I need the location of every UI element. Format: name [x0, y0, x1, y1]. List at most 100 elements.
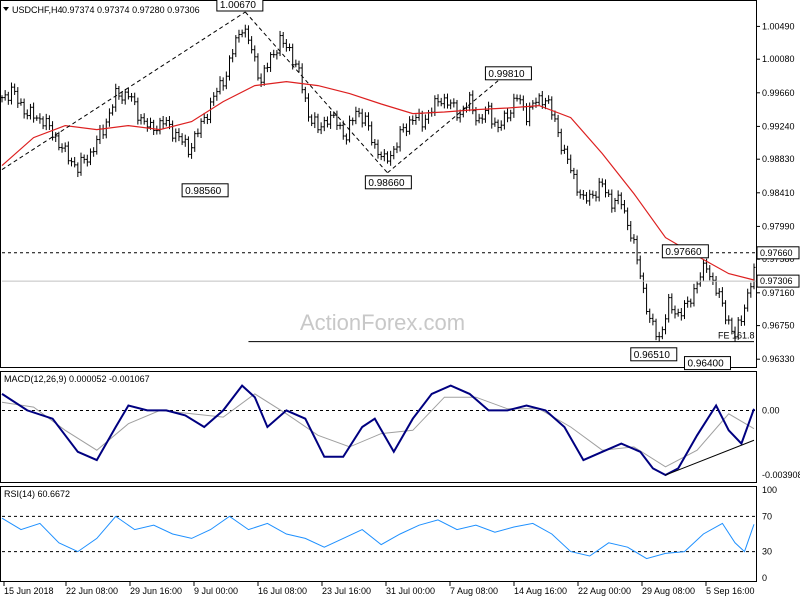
- price-bar: [711, 272, 715, 285]
- price-bar: [442, 93, 446, 109]
- price-bar: [543, 97, 547, 110]
- price-bar: [329, 111, 333, 129]
- price-bar: [313, 112, 317, 129]
- price-bar: [130, 92, 134, 102]
- price-bar: [566, 145, 570, 164]
- price-bar: [676, 308, 680, 317]
- price-bar: [727, 315, 731, 325]
- price-bar: [499, 120, 503, 131]
- price-bar: [95, 135, 99, 155]
- price-bar: [348, 115, 352, 143]
- price-bar: [243, 24, 247, 38]
- price-bar: [559, 128, 563, 155]
- price-bar: [186, 136, 190, 158]
- price-bar: [28, 103, 32, 120]
- swing-annotation-text: 1.00670: [220, 0, 257, 11]
- price-bar: [0, 95, 4, 103]
- price-bar: [35, 115, 39, 121]
- macd-line: [1, 384, 755, 477]
- price-bar: [446, 93, 450, 109]
- price-bar: [616, 190, 620, 205]
- price-bar: [306, 93, 310, 122]
- price-bar: [275, 50, 279, 60]
- price-bar: [256, 53, 260, 81]
- price-bar: [149, 117, 153, 130]
- price-bar: [152, 119, 156, 136]
- price-bar: [594, 191, 598, 202]
- price-bar: [673, 305, 677, 319]
- macd-trendline: [665, 439, 755, 476]
- price-bar: [234, 35, 238, 58]
- price-bar: [136, 97, 140, 125]
- swing-annotation-box: [364, 175, 412, 190]
- x-tick-label: 31 Jul 00:00: [386, 586, 435, 596]
- price-bar: [701, 259, 705, 282]
- price-bar: [657, 331, 661, 342]
- price-bar: [449, 99, 453, 110]
- price-bar: [47, 115, 51, 130]
- annotation-boxes: 1.00670 0.98560 0.98660 0.99810 0.97660 0.965…: [181, 0, 731, 371]
- chart-header: USDCHF,H4 0.97374 0.97374 0.97280 0.9730…: [3, 5, 200, 15]
- price-bar: [695, 281, 699, 294]
- price-bar: [114, 83, 118, 112]
- swing-annotation-box: [630, 347, 678, 362]
- price-bar: [145, 118, 149, 132]
- price-bar: [569, 154, 573, 174]
- price-bar: [344, 133, 348, 145]
- price-bar: [610, 189, 614, 213]
- price-bar: [553, 110, 557, 122]
- swing-annotation: 0.98660: [364, 175, 412, 190]
- price-bar: [357, 107, 361, 118]
- rsi-y-tick-label: 70: [762, 511, 772, 521]
- price-bar: [284, 39, 288, 52]
- price-bar: [199, 118, 203, 139]
- price-bar: [240, 29, 244, 38]
- x-tick-label: 23 Jul 16:00: [322, 586, 371, 596]
- price-y-tick-label: 0.99660: [762, 88, 795, 98]
- macd-label: MACD(12,26,9) 0.000052 -0.001067: [4, 374, 150, 384]
- price-y-tick-label: 0.96750: [762, 321, 795, 331]
- price-y-tick-label: 0.98410: [762, 188, 795, 198]
- price-bar: [246, 25, 250, 45]
- price-bar: [376, 139, 380, 159]
- price-bar: [88, 148, 92, 166]
- price-bar: [749, 282, 753, 298]
- price-bar: [739, 315, 743, 327]
- price-bar: [250, 36, 254, 54]
- price-bar: [224, 71, 228, 90]
- level-label-box: [756, 246, 800, 260]
- level-label: 0.97660: [760, 248, 793, 258]
- price-bar: [550, 96, 554, 120]
- price-bar: [581, 189, 585, 200]
- price-bar: [221, 77, 225, 91]
- price-bar: [660, 326, 664, 340]
- price-bar: [506, 108, 510, 123]
- x-tick-label: 5 Sep 16:00: [706, 586, 755, 596]
- price-bar: [414, 114, 418, 125]
- price-bar: [607, 189, 611, 197]
- price-bar: [171, 120, 175, 142]
- price-bar: [490, 102, 494, 129]
- swing-annotation-box: [216, 0, 264, 12]
- price-bar: [395, 142, 399, 154]
- price-bar: [41, 116, 45, 130]
- swing-annotation: 0.99810: [484, 66, 532, 81]
- price-bar: [717, 288, 721, 298]
- price-bar: [689, 298, 693, 308]
- price-bar: [262, 65, 266, 86]
- rsi-y-tick-label: 100: [762, 485, 777, 495]
- price-bar: [679, 308, 683, 321]
- price-bar: [645, 283, 649, 315]
- rsi-y-tick-label: 30: [762, 547, 772, 557]
- price-bar: [423, 114, 427, 130]
- x-tick-label: 16 Jul 08:00: [258, 586, 307, 596]
- price-bar: [76, 162, 80, 178]
- price-bar: [231, 48, 235, 63]
- price-bar: [651, 313, 655, 326]
- swing-line: [1, 11, 246, 171]
- price-bar: [720, 287, 724, 307]
- price-bar: [496, 119, 500, 133]
- price-bar: [515, 94, 519, 102]
- x-tick-label: 29 Jun 16:00: [130, 586, 182, 596]
- swing-annotation-box: [683, 356, 731, 371]
